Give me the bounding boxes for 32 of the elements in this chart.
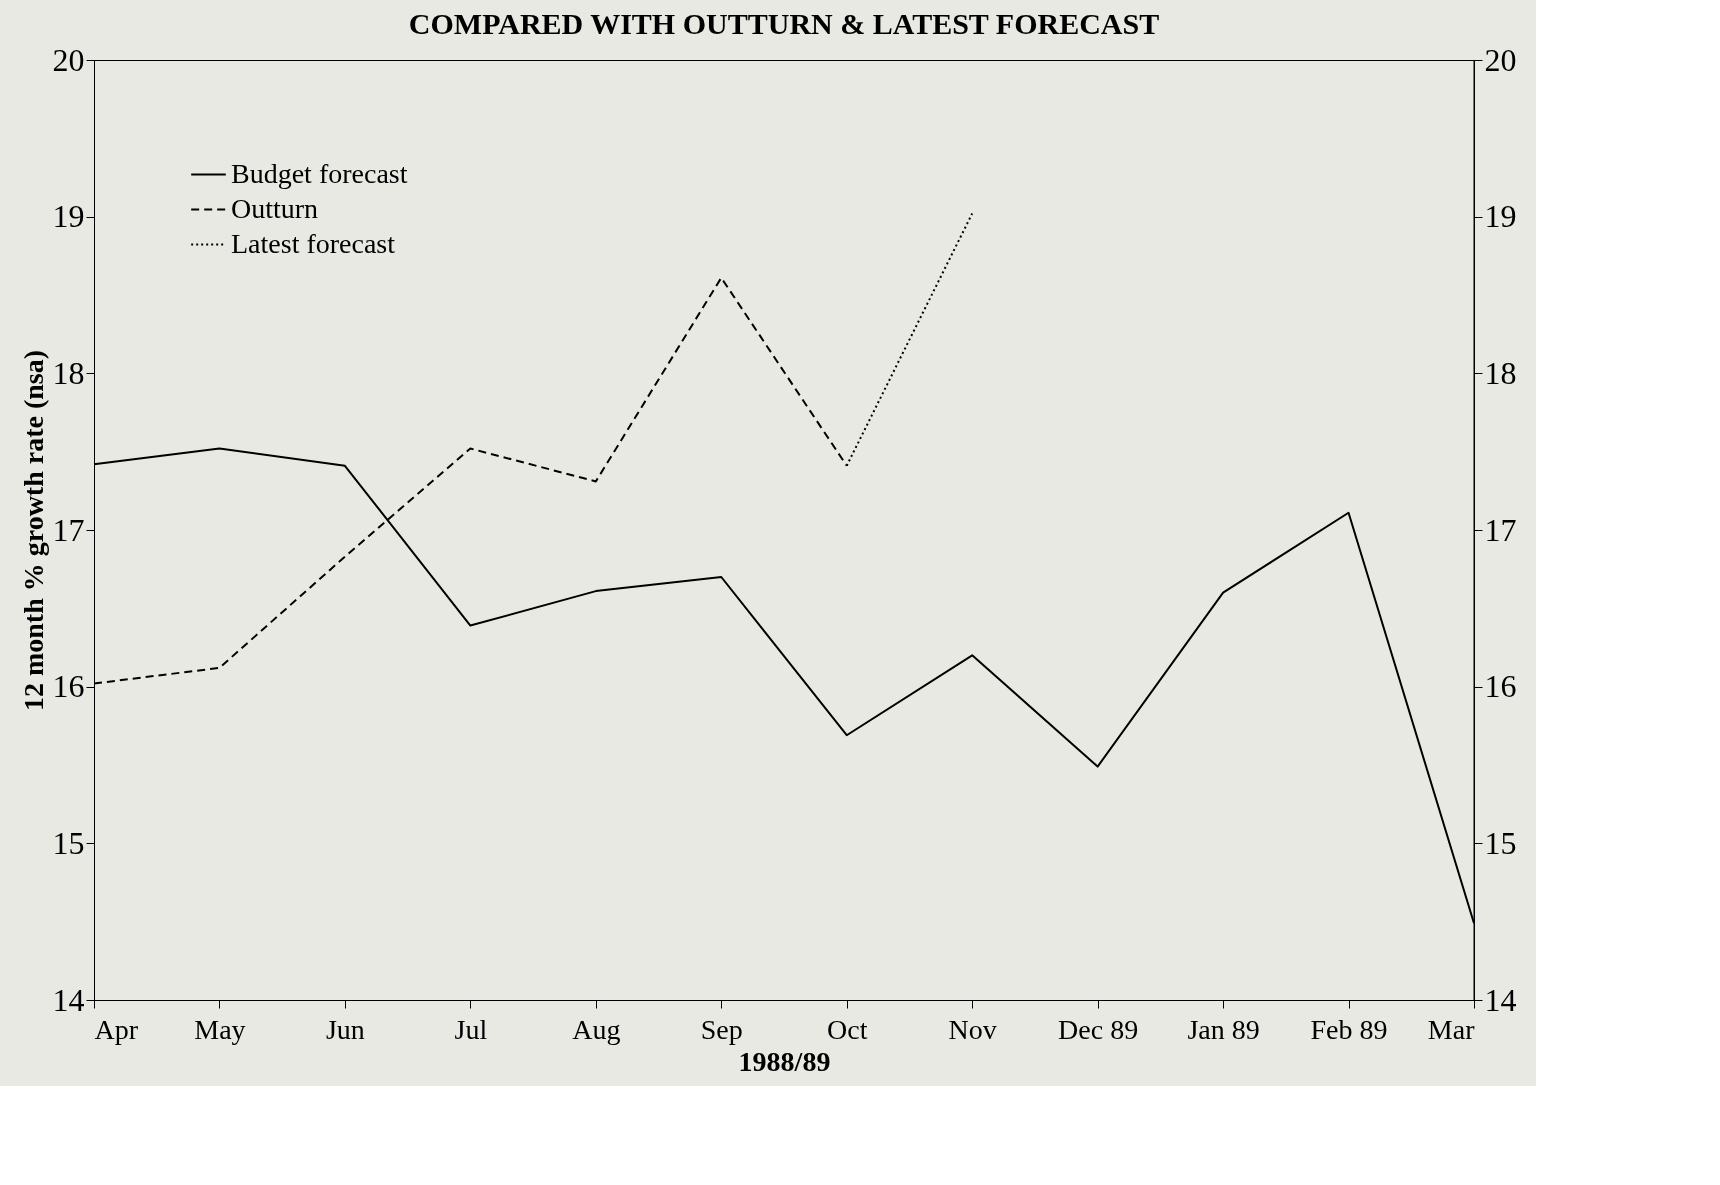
x-tick-label: Feb 89 — [1310, 1013, 1388, 1045]
x-tick-label: Jan 89 — [1187, 1013, 1260, 1045]
y2-tick-label: 17 — [1484, 511, 1517, 548]
legend-label: Budget forecast — [231, 157, 408, 189]
x-tick-label: May — [194, 1013, 246, 1045]
x-tick-label: Sep — [700, 1013, 743, 1045]
y-axis-title: 12 month % growth rate (nsa) — [17, 349, 49, 712]
x-tick-label: Apr — [94, 1013, 139, 1045]
x-tick-label: Aug — [572, 1013, 621, 1045]
y2-tick-label: 20 — [1484, 41, 1517, 78]
x-tick-label: Jun — [325, 1013, 365, 1045]
y-tick-label: 20 — [52, 41, 85, 78]
y-tick-label: 14 — [52, 981, 85, 1018]
x-tick-label: Jul — [454, 1013, 488, 1045]
y2-tick-label: 18 — [1484, 354, 1517, 391]
x-tick-label: Dec 89 — [1058, 1013, 1139, 1045]
y2-tick-label: 19 — [1484, 198, 1517, 235]
y-tick-label: 15 — [52, 824, 85, 861]
y2-tick-label: 15 — [1484, 824, 1517, 861]
y2-tick-label: 16 — [1484, 668, 1517, 705]
x-tick-label: Oct — [827, 1013, 868, 1045]
legend-label: Outturn — [231, 192, 319, 224]
y-tick-label: 19 — [52, 198, 85, 235]
y2-tick-label: 14 — [1484, 981, 1517, 1018]
y-tick-label: 18 — [52, 354, 85, 391]
x-tick-label: Mar — [1427, 1013, 1476, 1045]
legend-label: Latest forecast — [231, 227, 396, 259]
chart-title: COMPARED WITH OUTTURN & LATEST FORECAST — [408, 7, 1160, 40]
y-tick-label: 17 — [52, 511, 85, 548]
x-tick-label: Nov — [948, 1013, 997, 1045]
y-tick-label: 16 — [52, 668, 85, 705]
x-axis-title: 1988/89 — [738, 1045, 831, 1077]
